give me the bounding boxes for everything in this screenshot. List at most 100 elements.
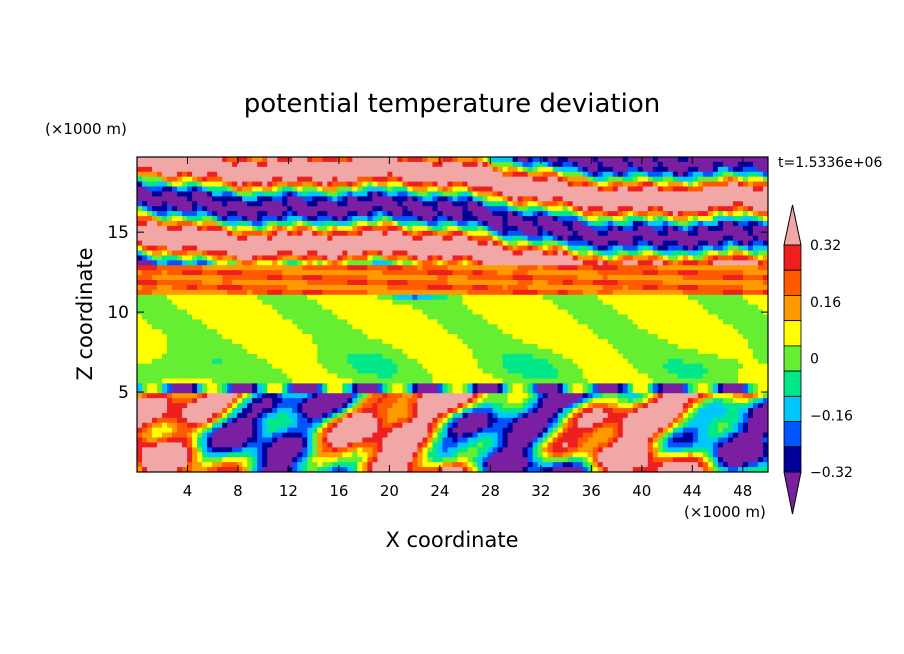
field-cell bbox=[397, 314, 404, 321]
field-cell bbox=[717, 319, 724, 325]
field-cell bbox=[252, 161, 258, 168]
field-cell bbox=[707, 294, 714, 301]
field-cell bbox=[522, 299, 529, 306]
field-cell bbox=[677, 196, 684, 202]
field-cell bbox=[477, 206, 484, 212]
field-cell bbox=[142, 319, 148, 325]
field-cell bbox=[352, 225, 358, 232]
field-cell bbox=[392, 294, 399, 301]
field-cell bbox=[397, 348, 404, 355]
field-cell bbox=[287, 265, 293, 271]
field-cell bbox=[337, 314, 343, 321]
field-cell bbox=[692, 344, 699, 350]
field-cell bbox=[437, 334, 444, 340]
field-cell bbox=[417, 176, 424, 183]
field-cell bbox=[657, 265, 664, 271]
field-cell bbox=[257, 196, 263, 202]
field-cell bbox=[492, 191, 499, 197]
field-cell bbox=[397, 196, 404, 202]
field-cell bbox=[317, 235, 323, 242]
field-cell bbox=[137, 265, 143, 271]
field-cell bbox=[467, 255, 474, 261]
field-cell bbox=[392, 191, 399, 197]
field-cell bbox=[637, 289, 644, 296]
field-cell bbox=[487, 250, 494, 257]
field-cell bbox=[147, 196, 153, 202]
field-cell bbox=[712, 186, 719, 193]
field-cell bbox=[347, 250, 353, 257]
field-cell bbox=[752, 211, 759, 217]
field-cell bbox=[482, 191, 489, 197]
field-cell bbox=[267, 230, 273, 237]
field-cell bbox=[317, 299, 323, 306]
field-cell bbox=[172, 196, 178, 202]
field-cell bbox=[607, 294, 614, 301]
field-cell bbox=[617, 260, 624, 266]
field-cell bbox=[282, 157, 288, 163]
field-cell bbox=[397, 211, 404, 217]
field-cell bbox=[462, 280, 469, 286]
field-cell bbox=[157, 171, 163, 178]
field-cell bbox=[677, 171, 684, 178]
field-cell bbox=[152, 235, 158, 242]
field-cell bbox=[412, 348, 419, 355]
field-cell bbox=[562, 166, 569, 173]
field-cell bbox=[682, 211, 689, 217]
field-cell bbox=[647, 250, 654, 257]
field-cell bbox=[502, 176, 509, 183]
field-cell bbox=[352, 344, 358, 350]
field-cell bbox=[652, 240, 659, 247]
field-cell bbox=[627, 230, 634, 237]
field-cell bbox=[297, 309, 303, 316]
field-cell bbox=[357, 245, 363, 252]
field-cell bbox=[392, 181, 399, 188]
field-cell bbox=[627, 245, 634, 252]
field-cell bbox=[432, 181, 439, 188]
field-cell bbox=[477, 339, 484, 345]
field-cell bbox=[312, 201, 318, 207]
field-cell bbox=[222, 201, 228, 207]
field-cell bbox=[392, 265, 399, 271]
field-cell bbox=[502, 299, 509, 306]
field-cell bbox=[672, 284, 679, 291]
field-cell bbox=[217, 294, 223, 301]
field-cell bbox=[477, 196, 484, 202]
field-cell bbox=[157, 324, 163, 330]
field-cell bbox=[697, 255, 704, 261]
field-cell bbox=[377, 196, 383, 202]
field-cell bbox=[572, 240, 579, 247]
field-cell bbox=[487, 324, 494, 330]
field-cell bbox=[692, 250, 699, 257]
field-cell bbox=[547, 280, 554, 286]
field-cell bbox=[362, 314, 368, 321]
field-cell bbox=[447, 324, 454, 330]
field-cell bbox=[707, 314, 714, 321]
field-cell bbox=[142, 206, 148, 212]
field-cell bbox=[227, 225, 233, 232]
field-cell bbox=[572, 196, 579, 202]
field-cell bbox=[602, 186, 609, 193]
field-cell bbox=[177, 304, 183, 311]
field-cell bbox=[507, 270, 514, 276]
field-cell bbox=[752, 250, 759, 257]
field-cell bbox=[262, 206, 268, 212]
field-cell bbox=[397, 255, 404, 261]
field-cell bbox=[727, 275, 734, 281]
field-cell bbox=[477, 344, 484, 350]
field-cell bbox=[552, 171, 559, 178]
field-cell bbox=[207, 334, 213, 340]
field-cell bbox=[502, 201, 509, 207]
field-cell bbox=[707, 265, 714, 271]
field-cell bbox=[457, 255, 464, 261]
field-cell bbox=[662, 206, 669, 212]
field-cell bbox=[167, 309, 173, 316]
field-cell bbox=[607, 265, 614, 271]
field-cell bbox=[602, 245, 609, 252]
field-cell bbox=[752, 319, 759, 325]
field-cell bbox=[237, 284, 243, 291]
field-cell bbox=[487, 166, 494, 173]
field-cell bbox=[277, 284, 283, 291]
field-cell bbox=[212, 324, 218, 330]
field-cell bbox=[582, 157, 589, 163]
field-cell bbox=[762, 225, 768, 232]
